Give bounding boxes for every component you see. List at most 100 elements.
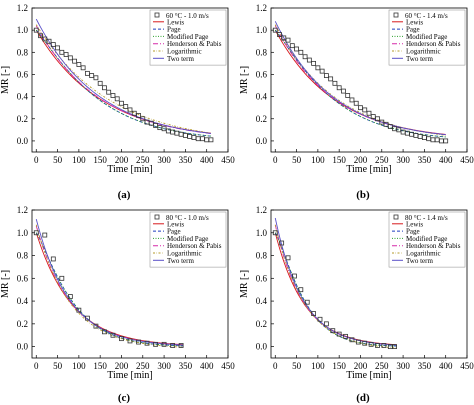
series-line-modified-page — [274, 29, 446, 138]
experimental-point — [317, 316, 323, 322]
x-tick-label: 400 — [200, 155, 214, 165]
x-tick-label: 150 — [93, 361, 107, 371]
experimental-point — [46, 38, 52, 44]
experimental-point — [323, 321, 329, 327]
experimental-point — [136, 113, 141, 118]
experimental-point — [178, 343, 184, 348]
experimental-point — [323, 73, 329, 78]
experimental-point — [106, 89, 112, 95]
legend-marker-experimental — [154, 214, 160, 220]
experimental-point — [50, 256, 56, 262]
x-tick-label: 150 — [93, 155, 107, 165]
experimental-point — [413, 132, 419, 138]
experimental-point — [102, 85, 107, 91]
experimental-point — [434, 137, 440, 143]
experimental-point — [417, 134, 423, 139]
experimental-point — [349, 97, 355, 103]
experimental-point — [387, 344, 393, 350]
experimental-point — [362, 107, 368, 113]
x-axis-label: Time [min] — [107, 370, 152, 381]
x-tick-label: 450 — [460, 361, 474, 371]
x-tick-label: 50 — [292, 155, 302, 165]
x-tick-label: 100 — [72, 155, 86, 165]
experimental-point — [421, 135, 427, 141]
experimental-point — [368, 341, 374, 347]
legend-label-logarithmic: Logarithmic — [406, 250, 441, 258]
experimental-point — [55, 45, 60, 51]
experimental-point — [200, 136, 205, 142]
experimental-point — [127, 107, 133, 113]
y-tick-label: 0.4 — [17, 92, 29, 102]
series-line-two-term — [274, 217, 397, 346]
legend-box — [388, 211, 466, 268]
x-tick-label: 450 — [460, 155, 474, 165]
experimental-point — [358, 105, 363, 111]
experimental-point — [67, 294, 73, 299]
legend-label-henderson-pabis: Henderson & Pabis — [167, 40, 222, 48]
x-axis-label: Time [min] — [107, 164, 152, 175]
y-tick-label: 0.2 — [256, 319, 267, 329]
experimental-point — [341, 88, 346, 94]
x-tick-label: 200 — [354, 155, 368, 165]
experimental-point — [304, 299, 310, 305]
x-tick-label: 150 — [332, 155, 346, 165]
x-axis-label: Time [min] — [346, 370, 391, 381]
experimental-point — [336, 331, 342, 337]
experimental-point — [59, 49, 65, 55]
experimental-point — [315, 65, 321, 71]
experimental-point — [119, 336, 124, 342]
experimental-point — [289, 43, 295, 49]
x-tick-label: 250 — [375, 361, 389, 371]
x-tick-label: 400 — [439, 361, 453, 371]
x-tick-label: 100 — [72, 361, 86, 371]
x-tick-label: 250 — [375, 155, 389, 165]
x-tick-label: 350 — [179, 361, 193, 371]
y-tick-label: 0.6 — [256, 69, 268, 79]
y-axis-label: MR [-] — [0, 270, 11, 298]
legend-box — [149, 9, 227, 66]
series-line-two-term — [35, 218, 184, 346]
experimental-point — [430, 137, 436, 143]
y-tick-label: 0.8 — [17, 251, 29, 261]
plot-frame — [270, 209, 468, 359]
experimental-point — [353, 100, 359, 106]
experimental-point — [392, 344, 397, 350]
experimental-point — [33, 27, 39, 33]
x-tick-label: 200 — [354, 361, 368, 371]
legend-label-page: Page — [167, 26, 181, 34]
x-tick-label: 150 — [332, 361, 346, 371]
legend-marker-experimental — [393, 214, 399, 220]
experimental-point — [381, 343, 387, 348]
legend-title: 80 °C - 1.0 m/s — [166, 214, 209, 222]
y-tick-label: 1.0 — [17, 25, 29, 35]
experimental-point — [42, 232, 48, 238]
experimental-point — [319, 68, 325, 74]
experimental-point — [93, 75, 99, 81]
chart-panel-1: 0 50 100 150 200 250 300 350 400 450 0.0 0.2 0.4 0.6 0… — [0, 3, 235, 201]
legend-marker-experimental — [393, 12, 399, 18]
y-tick-label: 0.0 — [256, 136, 268, 146]
y-tick-label: 0.2 — [17, 319, 28, 329]
legend-label-page: Page — [167, 228, 181, 236]
series-line-henderson-pabis — [35, 25, 212, 134]
legend-label-lewis: Lewis — [167, 220, 184, 228]
x-tick-label: 400 — [200, 361, 214, 371]
y-tick-label: 1.0 — [17, 228, 29, 238]
x-tick-label: 450 — [221, 361, 235, 371]
legend-label-modified-page: Modified Page — [167, 235, 208, 243]
y-axis-label: MR [-] — [239, 270, 250, 298]
x-tick-label: 50 — [292, 361, 302, 371]
experimental-point — [349, 337, 355, 343]
legend-label-modified-page: Modified Page — [406, 235, 447, 243]
experimental-point — [110, 332, 116, 338]
legend-label-henderson-pabis: Henderson & Pabis — [406, 40, 461, 48]
experimental-point — [279, 240, 285, 246]
y-tick-label: 1.2 — [17, 205, 28, 215]
chart-panel-2: 0 50 100 150 200 250 300 350 400 450 0.0 0.2 0.4 0.6 0… — [239, 3, 474, 201]
experimental-point — [272, 230, 278, 236]
experimental-point — [33, 230, 39, 236]
experimental-point — [161, 341, 167, 347]
experimental-point — [285, 37, 291, 43]
x-tick-label: 400 — [439, 155, 453, 165]
